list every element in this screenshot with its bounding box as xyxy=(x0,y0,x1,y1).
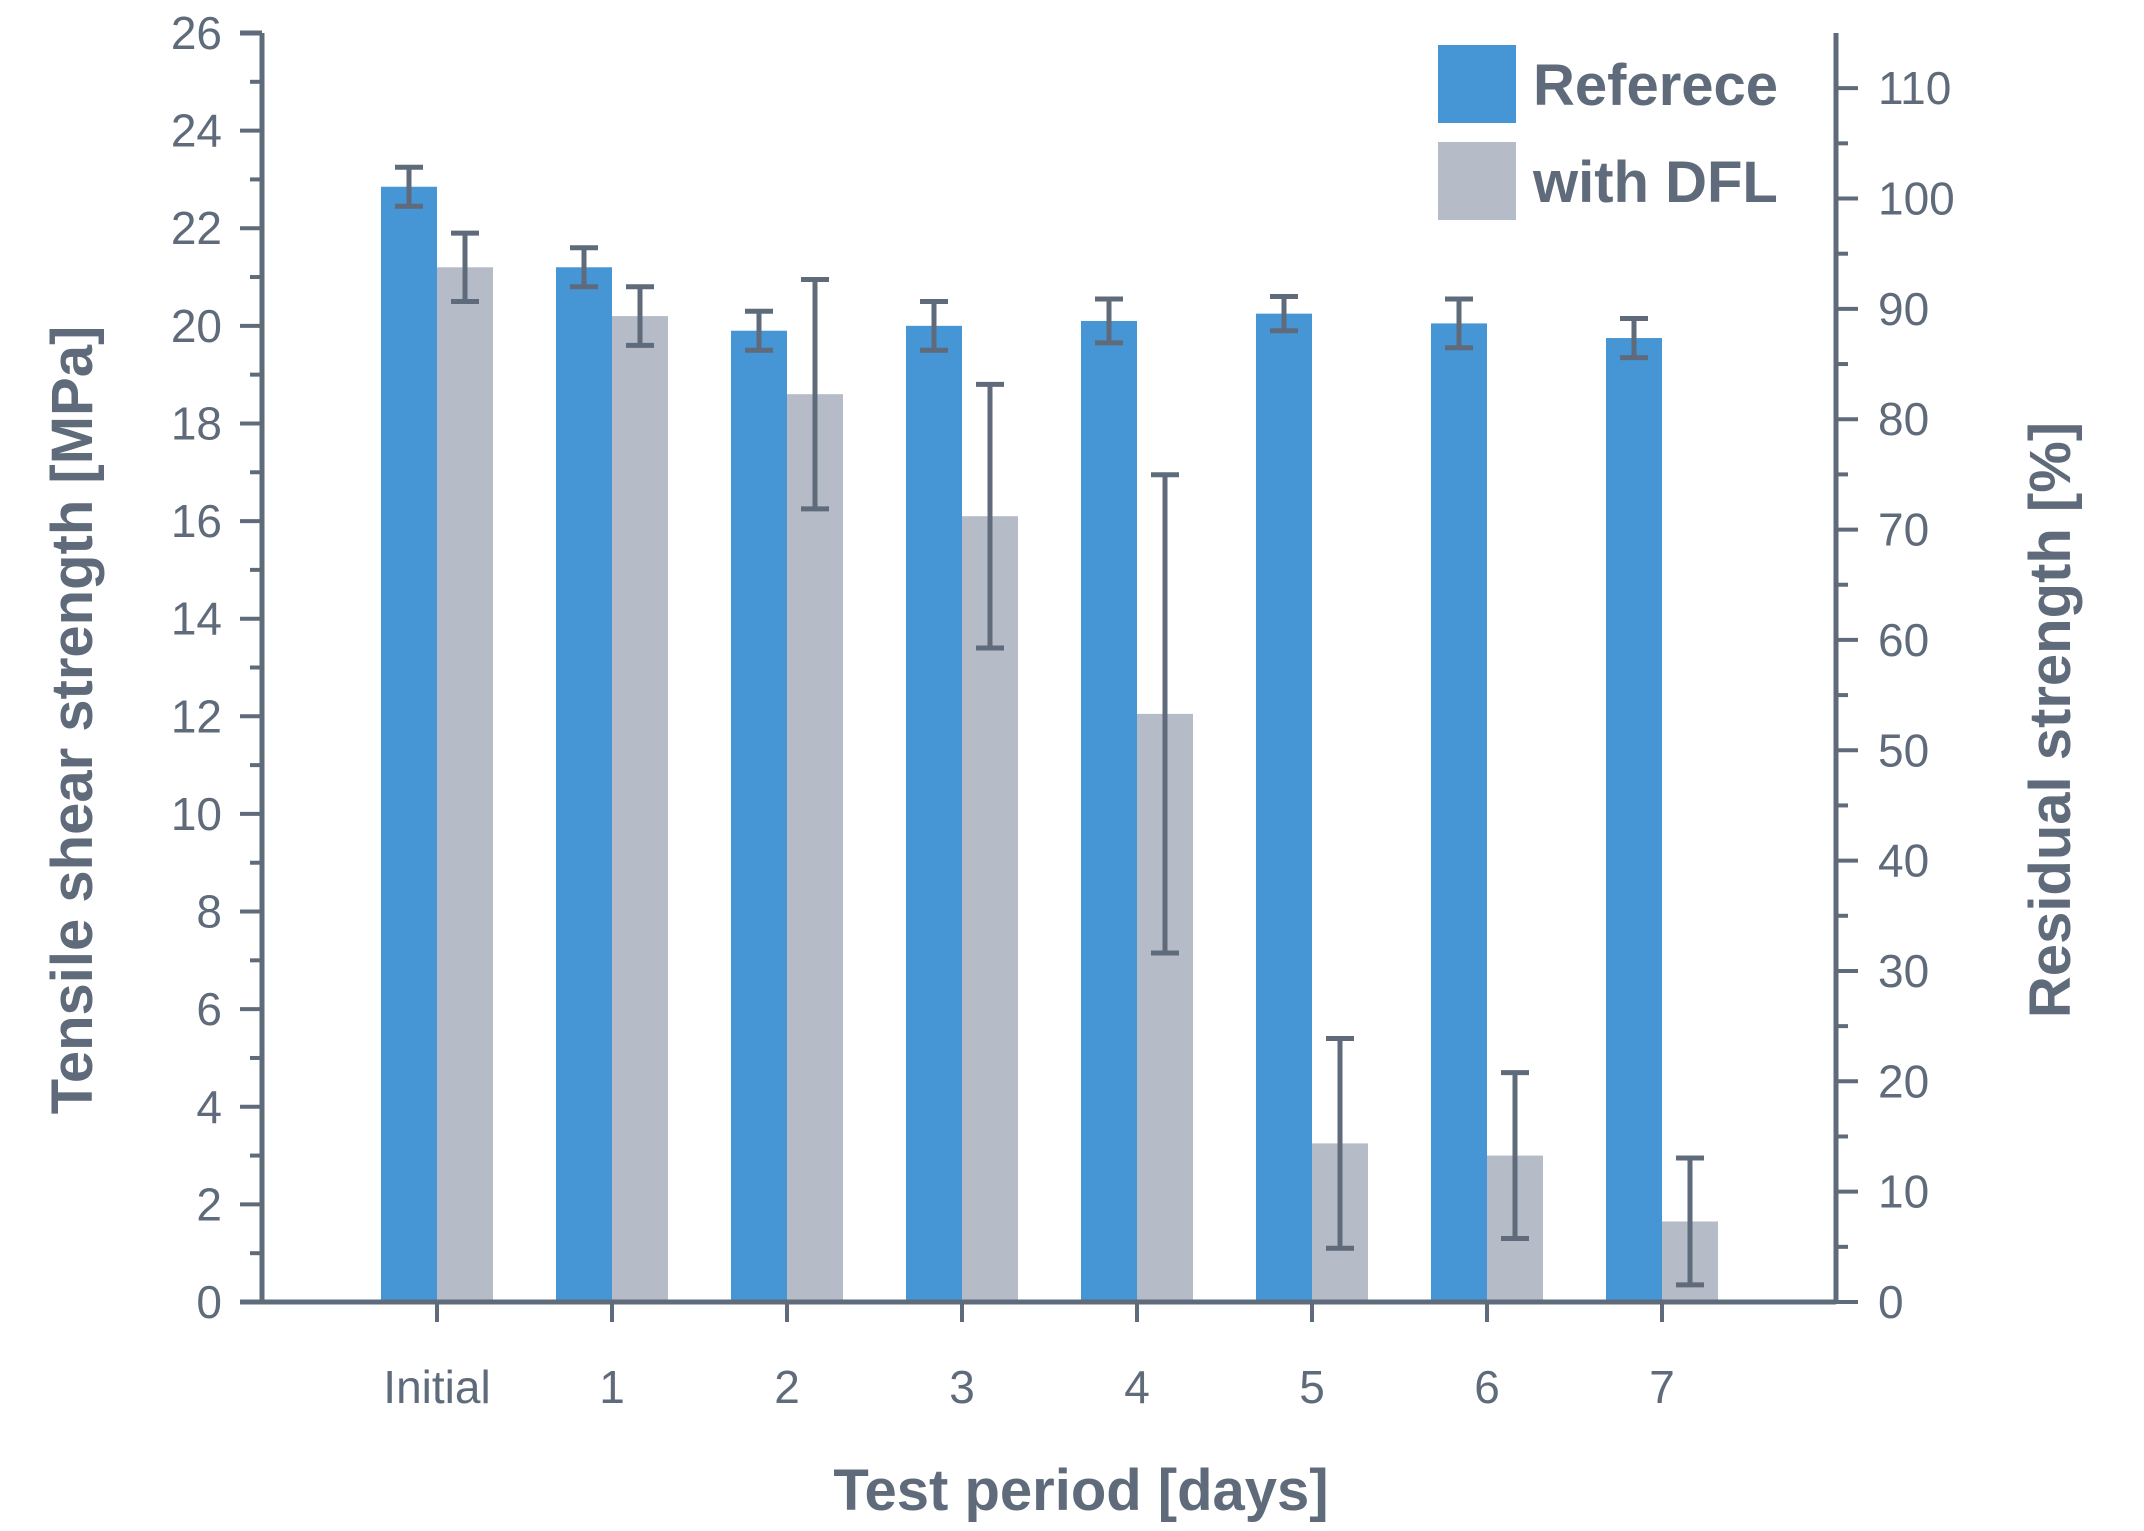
y-tick-label: 12 xyxy=(171,690,222,742)
x-axis-title: Test period [days] xyxy=(833,1458,1328,1523)
y-tick-label: 22 xyxy=(171,202,222,254)
y-tick-label: 8 xyxy=(196,886,222,938)
errorbar-dfl-2 xyxy=(801,276,829,512)
bar-dfl-1 xyxy=(612,316,668,1303)
errorbar-reference-6 xyxy=(1445,296,1473,351)
errorbar-reference-3 xyxy=(920,298,948,353)
y-axis-title: Tensile shear strength [MPa] xyxy=(40,326,105,1115)
legend-swatch-dfl xyxy=(1438,142,1516,220)
bar-dfl-2 xyxy=(787,394,843,1303)
y-tick-label: 14 xyxy=(171,593,222,645)
y-tick-label: 0 xyxy=(196,1276,222,1328)
x-tick-label-5: 5 xyxy=(1299,1361,1325,1413)
axes-layer: 0246810121416182022242601020304050607080… xyxy=(171,7,1955,1413)
bar-reference-6 xyxy=(1431,323,1487,1302)
legend-swatch-reference xyxy=(1438,45,1516,123)
y-tick-label: 6 xyxy=(196,983,222,1035)
errorbar-dfl-7 xyxy=(1676,1155,1704,1288)
y2-tick-label: 40 xyxy=(1878,835,1929,887)
y2-tick-label: 90 xyxy=(1878,283,1929,335)
y2-axis-title: Residual strength [%] xyxy=(2018,422,2083,1018)
bar-reference-5 xyxy=(1256,313,1312,1302)
y-tick-label: 24 xyxy=(171,105,222,157)
y-tick-label: 4 xyxy=(196,1081,222,1133)
y-tick-label: 20 xyxy=(171,300,222,352)
x-tick-label-6: 6 xyxy=(1474,1361,1500,1413)
legend-label-dfl: with DFL xyxy=(1532,150,1778,215)
bar-reference-3 xyxy=(906,325,962,1302)
x-tick-label-1: 1 xyxy=(599,1361,625,1413)
errorbar-dfl-6 xyxy=(1501,1070,1529,1242)
y-tick-label: 18 xyxy=(171,397,222,449)
legend: Referece with DFL xyxy=(1438,45,1778,220)
bar-reference-initial xyxy=(381,186,437,1302)
errorbar-reference-5 xyxy=(1270,294,1298,334)
x-tick-label-7: 7 xyxy=(1649,1361,1675,1413)
y2-tick-label: 30 xyxy=(1878,945,1929,997)
y2-tick-label: 20 xyxy=(1878,1055,1929,1107)
errorbar-reference-1 xyxy=(570,245,598,290)
x-tick-label-2: 2 xyxy=(774,1361,800,1413)
errorbar-reference-7 xyxy=(1620,316,1648,361)
bar-reference-7 xyxy=(1606,338,1662,1302)
bar-reference-2 xyxy=(731,330,787,1302)
errorbar-dfl-initial xyxy=(451,230,479,304)
bar-reference-4 xyxy=(1081,320,1137,1302)
errorbar-reference-2 xyxy=(745,308,773,353)
x-tick-label-3: 3 xyxy=(949,1361,975,1413)
y2-tick-label: 70 xyxy=(1878,504,1929,556)
y2-tick-label: 50 xyxy=(1878,724,1929,776)
errorbar-dfl-4 xyxy=(1151,472,1179,956)
y-tick-label: 16 xyxy=(171,495,222,547)
errorbar-dfl-5 xyxy=(1326,1035,1354,1251)
y-tick-label: 26 xyxy=(171,7,222,59)
y2-tick-label: 80 xyxy=(1878,393,1929,445)
y2-tick-label: 60 xyxy=(1878,614,1929,666)
y-tick-label: 10 xyxy=(171,788,222,840)
y2-tick-label: 110 xyxy=(1878,62,1951,114)
bars-layer xyxy=(381,186,1718,1303)
x-tick-label-initial: Initial xyxy=(383,1361,490,1413)
bar-reference-1 xyxy=(556,267,612,1303)
x-tick-label-4: 4 xyxy=(1124,1361,1150,1413)
y2-tick-label: 100 xyxy=(1878,173,1955,225)
legend-label-reference: Referece xyxy=(1533,53,1778,118)
errorbars-layer xyxy=(395,164,1704,1288)
errorbar-reference-initial xyxy=(395,164,423,209)
errorbar-reference-4 xyxy=(1095,296,1123,346)
errorbar-dfl-1 xyxy=(626,284,654,348)
y2-tick-label: 10 xyxy=(1878,1166,1929,1218)
bar-dfl-initial xyxy=(437,267,493,1303)
y2-tick-label: 0 xyxy=(1878,1276,1904,1328)
y-tick-label: 2 xyxy=(196,1178,222,1230)
errorbar-dfl-3 xyxy=(976,381,1004,651)
